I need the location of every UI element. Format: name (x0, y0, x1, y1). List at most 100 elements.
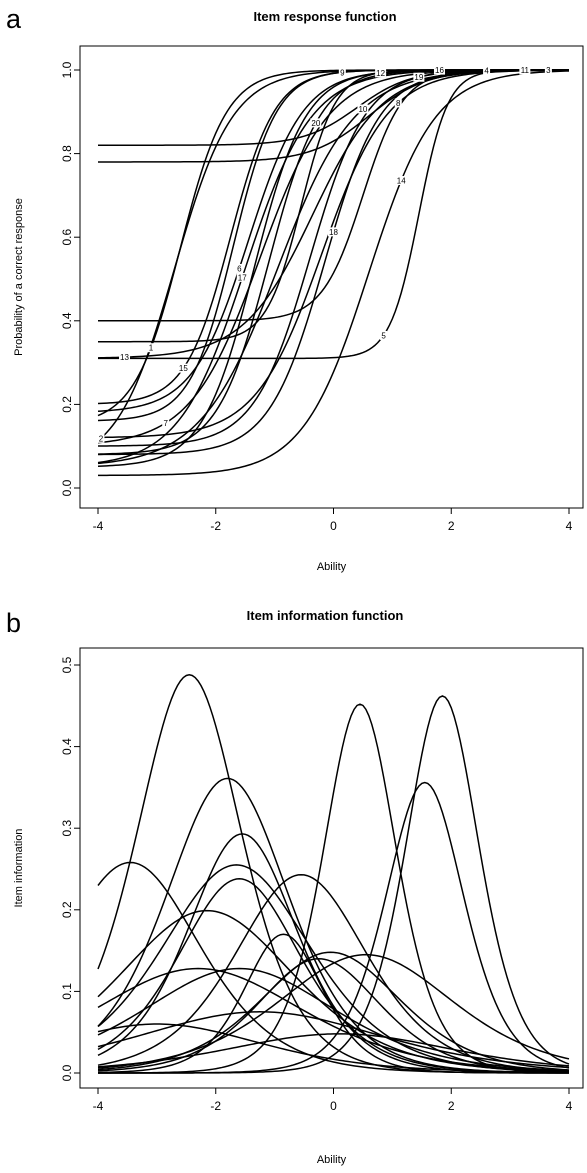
x-axis: -4 -2 0 2 4 (93, 1087, 573, 1113)
item-label-20: 20 (311, 119, 320, 128)
item-label-background (357, 104, 369, 114)
x-tick-label: -4 (93, 519, 104, 533)
iif-curve-10 (98, 695, 570, 1074)
item-label-background (338, 67, 346, 77)
irf-curve-item-7 (97, 69, 569, 444)
irf-curve-item-1 (97, 69, 569, 417)
item-label-10: 10 (358, 105, 367, 114)
irf-curve-item-18 (97, 69, 569, 456)
y-axis: 0.0 0.1 0.2 0.3 0.4 0.5 (60, 656, 81, 1081)
item-label-15: 15 (179, 364, 188, 373)
x-axis-label: Ability (317, 561, 347, 573)
irf-curve-item-8 (97, 69, 570, 439)
item-label-background (413, 72, 425, 82)
y-axis: 0.0 0.2 0.4 0.6 0.8 1.0 (60, 61, 81, 496)
x-tick-label: 2 (448, 519, 455, 533)
iif-curve-7 (97, 909, 570, 1073)
x-tick-label: 4 (566, 1099, 573, 1113)
y-tick-label: 0.2 (60, 396, 74, 413)
iif-plot: -4 -2 0 2 4 Ability 0.0 0.1 0.2 0.3 0.4 0.5 Item inf… (13, 647, 584, 1166)
irf-curve-item-6 (97, 69, 569, 412)
irf-curve-item-12 (97, 69, 569, 467)
x-tick-label: 0 (330, 519, 337, 533)
irf-curve-item-5 (98, 69, 569, 360)
item-label-7: 7 (163, 419, 168, 428)
item-label-1: 1 (149, 344, 154, 353)
chart-title: Item information function (246, 608, 404, 623)
item-label-18: 18 (329, 228, 338, 237)
item-label-6: 6 (237, 264, 242, 273)
item-label-background (235, 263, 243, 273)
item-label-16: 16 (435, 66, 444, 75)
item-label-background (97, 433, 105, 443)
x-tick-label: -2 (210, 519, 221, 533)
item-label-background (375, 68, 387, 78)
irf-curve-item-19 (97, 69, 570, 447)
item-label-background (483, 66, 491, 76)
iif-curve-5 (97, 864, 570, 1073)
iif-curve-3 (97, 777, 570, 1074)
irf-curve-item-3 (98, 69, 570, 163)
y-tick-label: 0.4 (60, 738, 74, 755)
item-label-8: 8 (396, 99, 401, 108)
item-label-background (328, 227, 339, 237)
item-label-4: 4 (484, 67, 489, 76)
y-tick-label: 0.4 (60, 312, 74, 329)
item-label-12: 12 (376, 69, 385, 78)
y-tick-label: 0.2 (60, 901, 74, 918)
y-tick-label: 0.0 (60, 479, 74, 496)
item-label-3: 3 (546, 66, 551, 75)
panel-a-item-response-function: a Item response function -4 -2 0 2 4 Ability 0… (0, 0, 587, 586)
x-tick-label: 4 (566, 519, 573, 533)
iif-curve-2 (97, 861, 569, 1074)
y-tick-label: 0.3 (60, 820, 74, 837)
item-label-19: 19 (414, 73, 423, 82)
item-label-background (519, 65, 531, 75)
item-label-background (236, 272, 248, 282)
item-label-background (395, 176, 407, 186)
iif-curve-17 (97, 958, 570, 1073)
item-label-background (394, 98, 402, 108)
irf-curve-item-14 (97, 70, 570, 477)
panel-letter: a (6, 4, 22, 34)
item-label-2: 2 (99, 434, 104, 443)
y-tick-label: 0.1 (60, 983, 74, 1000)
x-tick-label: -2 (210, 1099, 221, 1113)
y-tick-label: 0.8 (60, 145, 74, 162)
iif-curve-19 (97, 1033, 570, 1068)
item-label-background (544, 65, 552, 75)
panel-letter: b (6, 608, 22, 638)
item-label-background (310, 118, 322, 128)
iif-curves (97, 674, 570, 1074)
x-tick-label: 2 (448, 1099, 455, 1113)
x-tick-label: 0 (330, 1099, 337, 1113)
item-label-9: 9 (340, 68, 345, 77)
panel-b-item-information-function: b Item information function -4 -2 0 2 4 Abili… (0, 586, 587, 1173)
item-label-background (380, 330, 388, 340)
iif-curve-16 (97, 953, 570, 1069)
item-label-background (162, 418, 170, 428)
irf-plot: -4 -2 0 2 4 Ability 0.0 0.2 0.4 0.6 0.8 1.0 Probabil… (13, 45, 584, 573)
item-label-13: 13 (120, 353, 129, 362)
x-tick-label: -4 (93, 1099, 104, 1113)
y-axis-label: Probability of a correct response (13, 198, 25, 356)
iif-curve-11 (98, 781, 570, 1074)
item-label-5: 5 (381, 331, 386, 340)
chart-title: Item response function (253, 9, 397, 24)
y-tick-label: 0.5 (60, 656, 74, 673)
item-label-background (177, 363, 189, 373)
item-label-11: 11 (521, 66, 530, 75)
y-tick-label: 0.6 (60, 229, 74, 246)
iif-curve-6 (97, 878, 570, 1074)
x-axis: -4 -2 0 2 4 (93, 507, 573, 533)
item-label-background (147, 343, 155, 353)
irf-curves (97, 69, 570, 477)
item-label-17: 17 (238, 273, 247, 282)
item-label-14: 14 (397, 177, 406, 186)
item-label-background (118, 352, 130, 362)
y-axis-label: Item information (13, 829, 25, 908)
iif-curve-20 (97, 1023, 570, 1074)
x-axis-label: Ability (317, 1154, 347, 1166)
iif-curve-14 (97, 933, 569, 1074)
